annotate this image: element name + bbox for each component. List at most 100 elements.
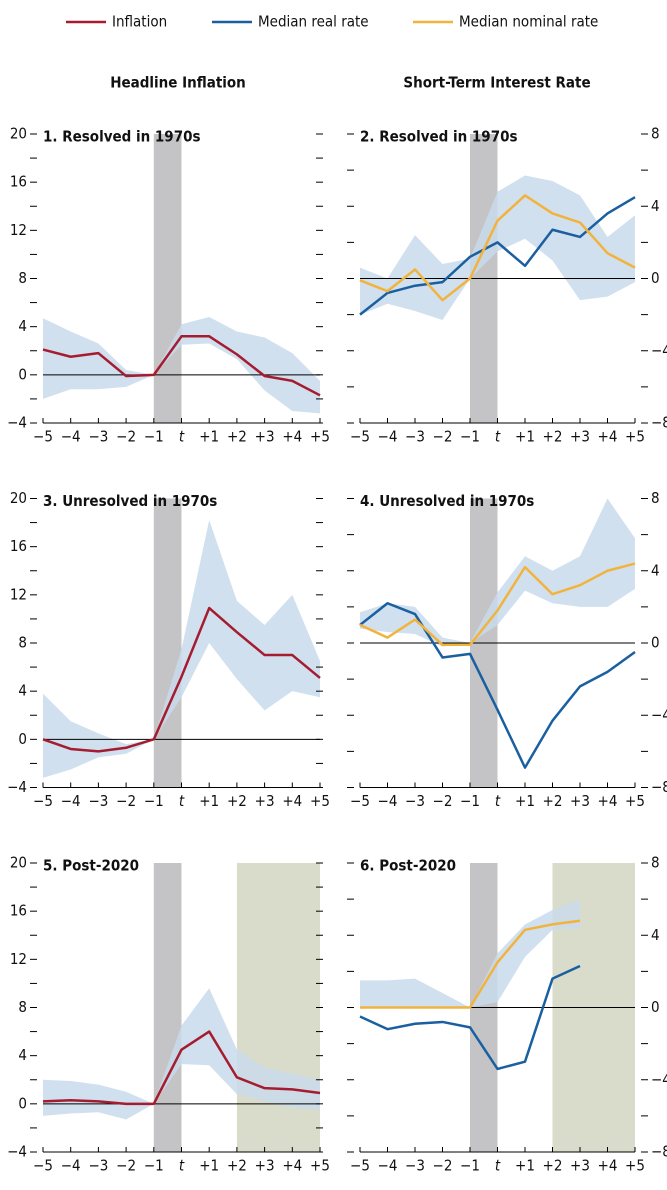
x-tick-label: −1	[144, 428, 164, 446]
x-tick-label: +4	[282, 1157, 302, 1175]
series-line	[359, 196, 636, 316]
y-tick-label: 8	[651, 125, 660, 143]
x-tick-label: −5	[350, 1157, 370, 1175]
x-tick-label: −2	[433, 792, 453, 810]
x-tick-label: +1	[515, 1157, 535, 1175]
panel-title: 1. Resolved in 1970s	[43, 128, 201, 146]
x-tick-label: −4	[61, 1157, 81, 1175]
x-tick-label: +3	[255, 1157, 275, 1175]
shaded-period	[153, 134, 182, 423]
x-tick-label: t	[495, 428, 501, 446]
x-tick-label: t	[179, 1157, 185, 1175]
series-line	[359, 964, 581, 1071]
series-line	[359, 602, 636, 769]
x-tick-label: −3	[405, 1157, 425, 1175]
x-tick-label: t	[495, 1157, 501, 1175]
x-tick-label: −5	[350, 428, 370, 446]
panel-title: 5. Post-2020	[43, 857, 139, 875]
y-tick-label: 12	[10, 585, 27, 603]
x-tick-label: −2	[116, 792, 136, 810]
column-title: Headline Inflation	[110, 74, 246, 92]
series-line	[42, 335, 321, 397]
x-tick-label: t	[495, 792, 501, 810]
x-tick-label: −2	[433, 428, 453, 446]
x-tick-label: −4	[61, 792, 81, 810]
interquartile-band	[360, 498, 635, 647]
y-tick-label: 0	[651, 269, 660, 287]
panel-title: 3. Unresolved in 1970s	[43, 492, 217, 510]
x-tick-label: −3	[405, 792, 425, 810]
x-tick-label: −1	[144, 792, 164, 810]
y-tick-label: 12	[10, 221, 27, 239]
x-tick-label: +3	[570, 792, 590, 810]
y-tick-label: 4	[18, 682, 27, 700]
y-tick-label: 16	[10, 902, 27, 920]
y-tick-label: 4	[18, 1046, 27, 1064]
x-tick-label: +3	[570, 1157, 590, 1175]
y-tick-label: −4	[7, 1143, 27, 1161]
x-tick-label: −4	[378, 428, 398, 446]
x-tick-label: +2	[227, 792, 247, 810]
interquartile-band	[43, 520, 320, 778]
x-tick-label: +5	[625, 1157, 645, 1175]
shaded-period	[153, 863, 182, 1152]
x-tick-label: −5	[33, 428, 53, 446]
interquartile-band	[360, 899, 580, 1008]
x-tick-label: +2	[227, 1157, 247, 1175]
x-tick-label: −5	[33, 792, 53, 810]
y-tick-label: 8	[18, 998, 27, 1016]
y-tick-label: 8	[18, 269, 27, 287]
y-tick-label: 20	[10, 489, 27, 507]
x-tick-label: +1	[199, 428, 219, 446]
x-tick-label: +2	[543, 1157, 563, 1175]
x-tick-label: +1	[515, 428, 535, 446]
x-tick-label: +5	[625, 792, 645, 810]
y-tick-label: −4	[651, 341, 667, 359]
x-tick-label: +3	[255, 792, 275, 810]
x-tick-label: +4	[282, 792, 302, 810]
x-tick-label: +4	[598, 792, 618, 810]
x-tick-label: t	[179, 792, 185, 810]
panel-title: 2. Resolved in 1970s	[360, 128, 518, 146]
x-tick-label: −1	[460, 792, 480, 810]
x-tick-label: +5	[310, 428, 330, 446]
x-tick-label: +2	[227, 428, 247, 446]
y-tick-label: 0	[18, 730, 27, 748]
shaded-period	[153, 498, 182, 788]
x-tick-label: −4	[61, 428, 81, 446]
x-tick-label: +5	[310, 792, 330, 810]
y-tick-label: 4	[651, 561, 660, 579]
y-tick-label: 8	[18, 634, 27, 652]
x-tick-label: −5	[350, 792, 370, 810]
x-tick-label: t	[179, 428, 185, 446]
panel-title: 4. Unresolved in 1970s	[360, 492, 534, 510]
x-tick-label: −1	[460, 428, 480, 446]
x-tick-label: +4	[282, 428, 302, 446]
series-line	[42, 606, 321, 753]
series-line	[360, 919, 581, 1009]
x-tick-label: −2	[433, 1157, 453, 1175]
y-tick-label: 20	[10, 854, 27, 872]
x-tick-label: +5	[625, 428, 645, 446]
y-tick-label: 16	[10, 173, 27, 191]
x-tick-label: −3	[405, 428, 425, 446]
series-line	[42, 1030, 321, 1106]
y-tick-label: 0	[651, 998, 660, 1016]
x-tick-label: −1	[144, 1157, 164, 1175]
y-tick-label: 8	[651, 489, 660, 507]
legend-label: Median real rate	[258, 13, 369, 31]
y-tick-label: −8	[651, 1143, 667, 1161]
x-tick-label: +1	[515, 792, 535, 810]
y-tick-label: −4	[7, 414, 27, 432]
interquartile-band	[43, 988, 320, 1120]
legend-label: Median nominal rate	[459, 13, 598, 31]
legend-label: Inflation	[112, 13, 167, 31]
y-tick-label: 20	[10, 125, 27, 143]
x-tick-label: −2	[116, 428, 136, 446]
y-tick-label: −8	[651, 778, 667, 796]
column-title: Short-Term Interest Rate	[403, 74, 590, 92]
x-tick-label: −3	[88, 1157, 108, 1175]
x-tick-label: +1	[199, 792, 219, 810]
y-tick-label: 8	[651, 854, 660, 872]
